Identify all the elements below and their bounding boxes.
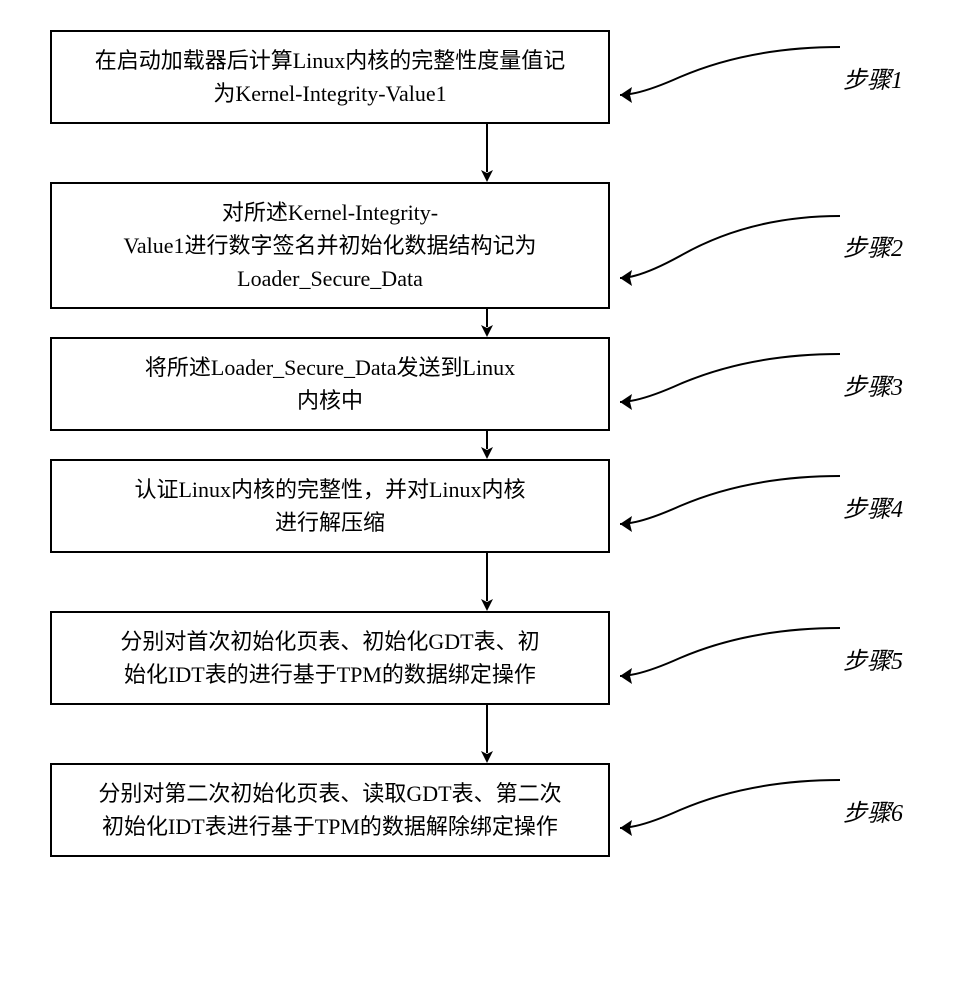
- step-box-4: 认证Linux内核的完整性，并对Linux内核 进行解压缩: [50, 459, 610, 553]
- curve-container-1: [610, 37, 843, 117]
- curve-arrow-2: [610, 206, 870, 306]
- step-text-1-line-1: 在启动加载器后计算Linux内核的完整性度量值记: [95, 48, 566, 73]
- step-text-2-line-2: Value1进行数字签名并初始化数据结构记为: [123, 233, 536, 258]
- step-text-1-line-2: 为Kernel-Integrity-Value1: [213, 81, 446, 106]
- step-text-6-line-1: 分别对第二次初始化页表、读取GDT表、第二次: [98, 781, 561, 806]
- step-text-2-line-1: 对所述Kernel-Integrity-: [222, 200, 438, 225]
- step-row-2: 对所述Kernel-Integrity- Value1进行数字签名并初始化数据结…: [50, 182, 923, 309]
- step-box-3: 将所述Loader_Secure_Data发送到Linux 内核中: [50, 337, 610, 431]
- curve-container-2: [610, 206, 843, 286]
- connector-5: [207, 705, 767, 763]
- step-text-3-line-2: 内核中: [297, 388, 363, 413]
- curve-arrow-1: [610, 37, 870, 117]
- curve-container-6: [610, 770, 843, 850]
- connector-4: [207, 553, 767, 611]
- step-text-4-line-2: 进行解压缩: [275, 510, 385, 535]
- curve-container-4: [610, 466, 843, 546]
- connector-2: [207, 309, 767, 337]
- step-row-3: 将所述Loader_Secure_Data发送到Linux 内核中 步骤3: [50, 337, 923, 431]
- connector-1: [207, 124, 767, 182]
- step-row-6: 分别对第二次初始化页表、读取GDT表、第二次 初始化IDT表进行基于TPM的数据…: [50, 763, 923, 857]
- step-box-2: 对所述Kernel-Integrity- Value1进行数字签名并初始化数据结…: [50, 182, 610, 309]
- step-row-1: 在启动加载器后计算Linux内核的完整性度量值记 为Kernel-Integri…: [50, 30, 923, 124]
- step-box-6: 分别对第二次初始化页表、读取GDT表、第二次 初始化IDT表进行基于TPM的数据…: [50, 763, 610, 857]
- curve-container-5: [610, 618, 843, 698]
- curve-container-3: [610, 344, 843, 424]
- step-box-1: 在启动加载器后计算Linux内核的完整性度量值记 为Kernel-Integri…: [50, 30, 610, 124]
- step-text-4-line-1: 认证Linux内核的完整性，并对Linux内核: [134, 477, 525, 502]
- connector-3: [207, 431, 767, 459]
- curve-arrow-4: [610, 466, 870, 546]
- step-text-6-line-2: 初始化IDT表进行基于TPM的数据解除绑定操作: [102, 814, 558, 839]
- step-row-4: 认证Linux内核的完整性，并对Linux内核 进行解压缩 步骤4: [50, 459, 923, 553]
- curve-arrow-6: [610, 770, 870, 850]
- step-text-5-line-1: 分别对首次初始化页表、初始化GDT表、初: [120, 629, 539, 654]
- step-box-5: 分别对首次初始化页表、初始化GDT表、初 始化IDT表的进行基于TPM的数据绑定…: [50, 611, 610, 705]
- flowchart-container: 在启动加载器后计算Linux内核的完整性度量值记 为Kernel-Integri…: [50, 30, 923, 857]
- step-row-5: 分别对首次初始化页表、初始化GDT表、初 始化IDT表的进行基于TPM的数据绑定…: [50, 611, 923, 705]
- curve-arrow-5: [610, 618, 870, 698]
- curve-arrow-3: [610, 344, 870, 424]
- step-text-2-line-3: Loader_Secure_Data: [237, 266, 423, 291]
- step-text-5-line-2: 始化IDT表的进行基于TPM的数据绑定操作: [124, 662, 536, 687]
- step-text-3-line-1: 将所述Loader_Secure_Data发送到Linux: [145, 355, 515, 380]
